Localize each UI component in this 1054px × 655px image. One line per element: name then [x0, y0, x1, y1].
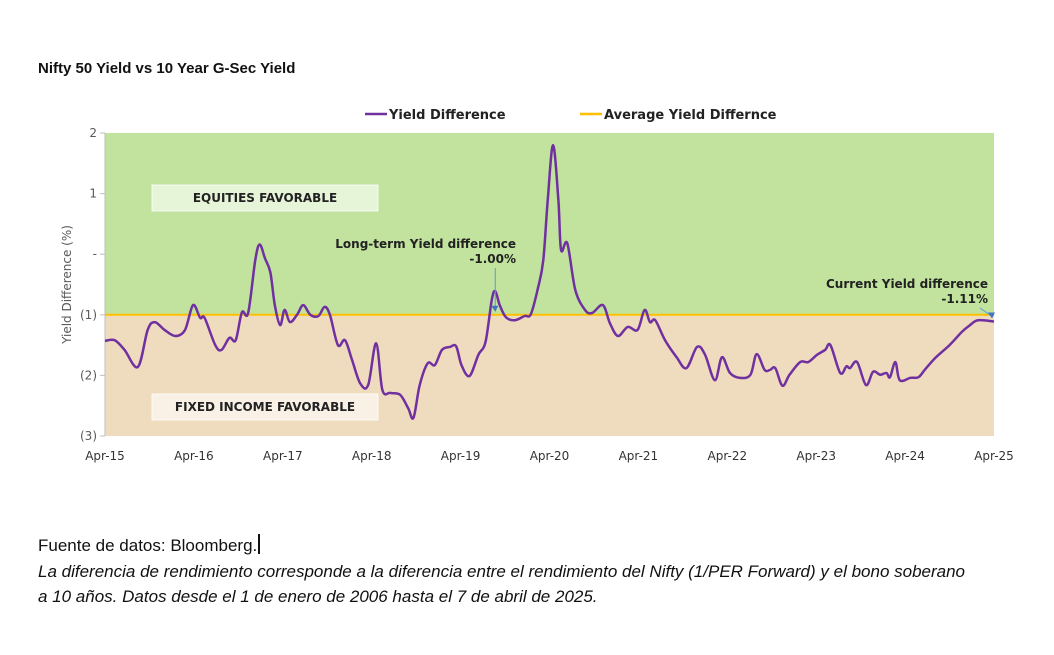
region-label-box — [151, 184, 379, 212]
annotation-value: -1.11% — [941, 292, 988, 306]
x-tick-label: Apr-21 — [619, 449, 659, 463]
y-tick-label: (3) — [80, 429, 97, 443]
source-text: Fuente de datos: Bloomberg. — [38, 534, 260, 556]
annotation-arrowhead — [491, 305, 499, 312]
legend-label: Yield Difference — [388, 108, 506, 123]
x-tick-label: Apr-18 — [352, 449, 392, 463]
y-tick-label: 1 — [89, 187, 97, 201]
legend-label: Average Yield Differnce — [604, 108, 777, 123]
y-tick-label: (2) — [80, 368, 97, 382]
annotation-value: -1.00% — [469, 252, 516, 266]
y-tick-label: - — [93, 247, 97, 261]
x-tick-label: Apr-20 — [530, 449, 570, 463]
x-tick-label: Apr-25 — [974, 449, 1014, 463]
annotation-arrowhead — [988, 312, 995, 319]
footnote: La diferencia de rendimiento corresponde… — [38, 562, 966, 606]
source-label: Fuente de datos: Bloomberg. — [38, 536, 258, 555]
x-tick-label: Apr-17 — [263, 449, 303, 463]
y-tick-label: (1) — [80, 308, 97, 322]
text-cursor — [258, 534, 260, 554]
region-label: EQUITIES FAVORABLE — [193, 191, 337, 205]
x-tick-label: Apr-23 — [796, 449, 836, 463]
region-label: FIXED INCOME FAVORABLE — [175, 400, 355, 414]
x-tick-label: Apr-15 — [85, 449, 125, 463]
region-label-box — [151, 393, 379, 421]
y-tick-label: 2 — [89, 126, 97, 140]
chart: EQUITIES FAVORABLE FIXED INCOME FAVORABLE… — [60, 108, 1014, 463]
x-tick-label: Apr-16 — [174, 449, 214, 463]
annotation-label: Long-term Yield difference — [335, 237, 516, 251]
y-axis-label: Yield Difference (%) — [60, 225, 74, 345]
x-tick-label: Apr-24 — [885, 449, 925, 463]
annotation-label: Current Yield difference — [826, 277, 988, 291]
x-tick-label: Apr-19 — [441, 449, 481, 463]
chart-title: Nifty 50 Yield vs 10 Year G-Sec Yield — [38, 60, 296, 77]
yield-difference-line — [104, 143, 995, 420]
x-tick-label: Apr-22 — [708, 449, 748, 463]
